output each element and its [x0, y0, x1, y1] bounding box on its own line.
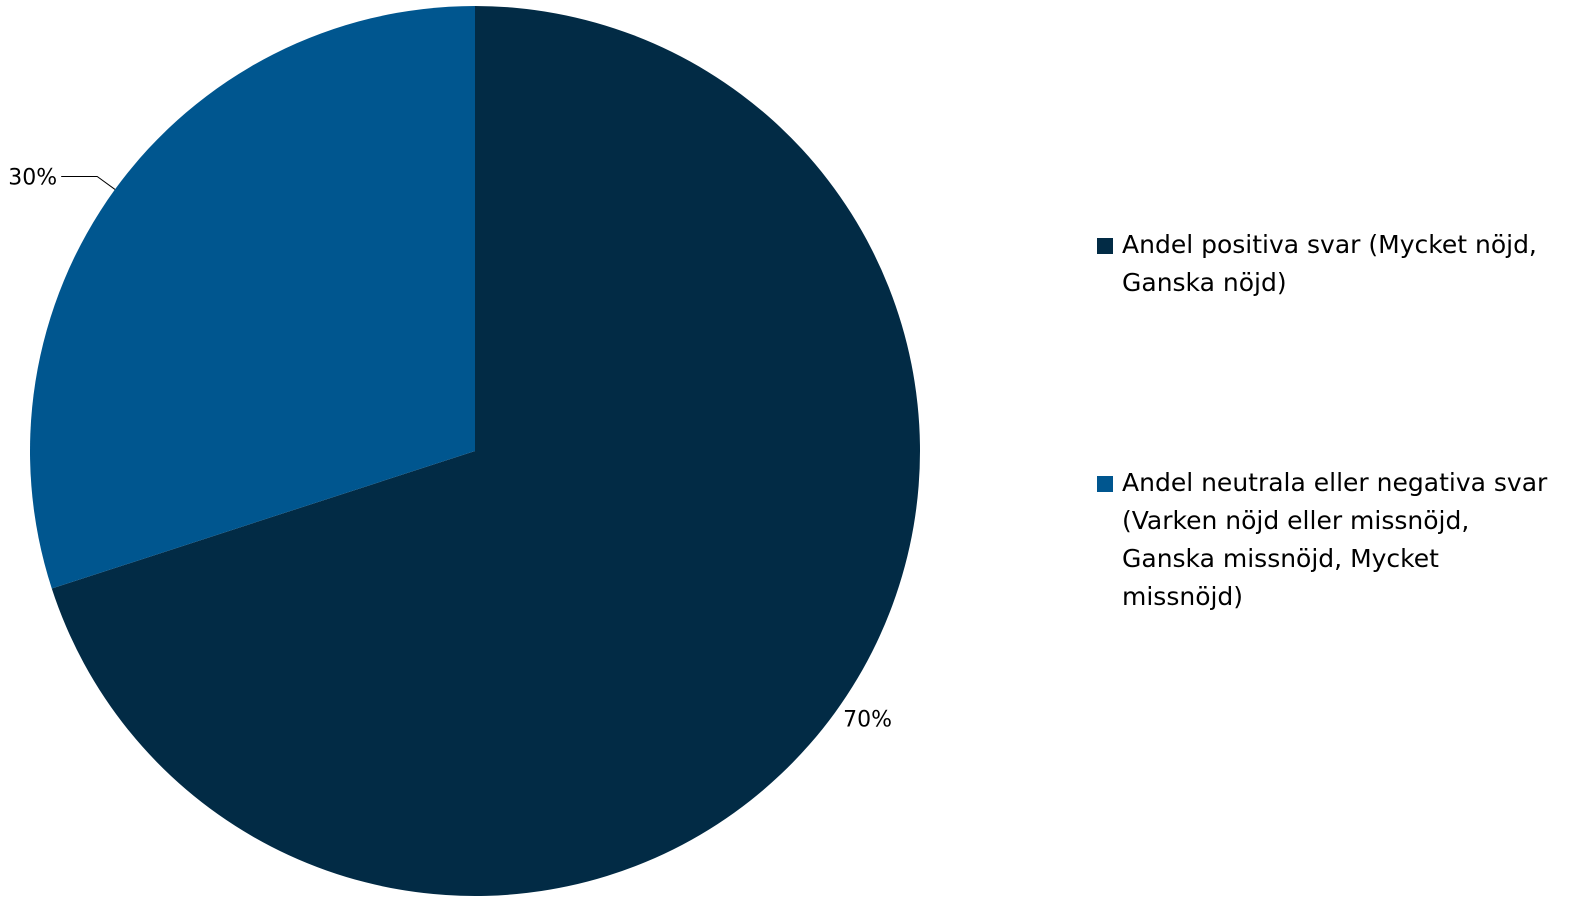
data-label-neutral-negative: 30%: [8, 166, 57, 191]
legend: Andel positiva svar (Mycket nöjd, Ganska…: [1097, 226, 1567, 616]
data-label-positive: 70%: [843, 707, 892, 732]
pie-chart: 70% 30%: [8, 6, 921, 896]
leader-lines: [61, 176, 116, 190]
legend-label-neutral-negative: Andel neutrala eller negativa svar (Vark…: [1122, 468, 1548, 611]
pie-slice-neutral-negative: [29, 6, 476, 589]
legend-swatch-positive: [1097, 238, 1113, 254]
legend-swatch-neutral-negative: [1097, 476, 1113, 492]
pie-slice-positive: [51, 6, 921, 896]
leader-line-neutral-negative: [61, 176, 116, 190]
legend-item-positive: Andel positiva svar (Mycket nöjd, Ganska…: [1097, 226, 1567, 302]
legend-item-neutral-negative: Andel neutrala eller negativa svar (Vark…: [1097, 464, 1567, 616]
data-labels: 70% 30%: [8, 166, 892, 733]
legend-label-positive: Andel positiva svar (Mycket nöjd, Ganska…: [1122, 230, 1537, 297]
pie-slices: [29, 6, 921, 896]
